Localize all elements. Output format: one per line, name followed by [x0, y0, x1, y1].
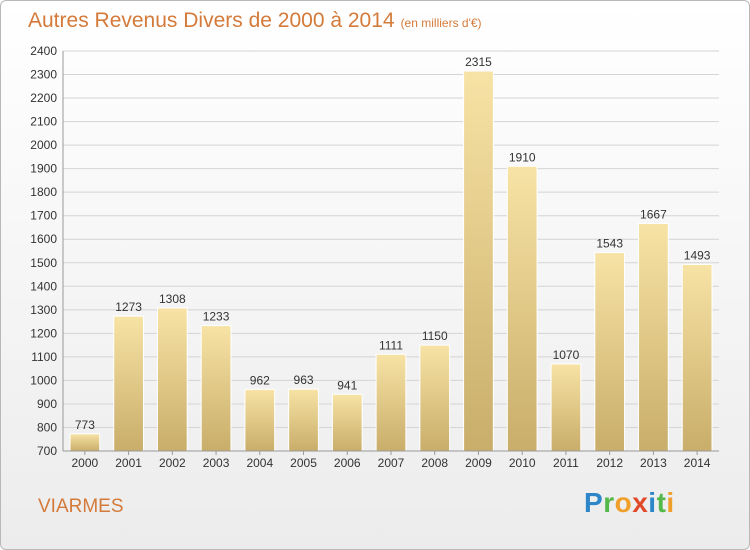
bar-2009 [463, 70, 494, 452]
bar-2005 [288, 388, 319, 452]
x-tick-label: 2000 [72, 456, 99, 470]
data-label-2001: 1273 [115, 300, 142, 314]
y-tick-label: 800 [37, 420, 57, 434]
data-label-2004: 962 [250, 373, 270, 387]
y-tick-label: 2300 [30, 68, 57, 82]
y-tick-label: 2000 [30, 138, 57, 152]
data-label-2002: 1308 [159, 292, 186, 306]
logo-letter: P [584, 487, 604, 518]
logo-letter: r [603, 487, 615, 518]
axes: 700 800 900 1000 1100 1200 1300 1400 1500 1600 170… [30, 44, 719, 470]
bar-2010 [506, 165, 538, 452]
data-label-2014: 1493 [684, 248, 711, 262]
logo-letter: o [614, 487, 633, 518]
chart-title: Autres Revenus Divers de 2000 à 2014 (en … [28, 9, 482, 33]
x-tick-label: 2008 [421, 456, 448, 470]
y-tick-label: 1200 [30, 326, 57, 340]
bar-2007 [375, 353, 407, 452]
y-tick-label: 1900 [30, 162, 57, 176]
data-label-2003: 1233 [203, 310, 230, 324]
x-tick-label: 2007 [378, 456, 405, 470]
bar-2000 [69, 433, 101, 452]
y-tick-label: 1500 [30, 256, 57, 270]
y-tick-label: 1600 [30, 232, 57, 246]
data-label-2009: 2315 [465, 55, 492, 69]
location-label: VIARMES [38, 496, 124, 517]
y-tick-label: 1700 [30, 209, 57, 223]
bar-2002 [156, 307, 188, 452]
x-tick-label: 2001 [115, 456, 142, 470]
logo-letter: t [656, 487, 667, 518]
x-tick-label: 2010 [509, 456, 536, 470]
data-label-2007: 1111 [379, 338, 403, 352]
logo-letter: i [666, 487, 675, 518]
x-tick-label: 2013 [640, 456, 667, 470]
y-tick-label: 1800 [30, 185, 57, 199]
x-tick-label: 2009 [465, 456, 492, 470]
data-label-2005: 963 [294, 373, 314, 387]
proxiti-logo: Proxiti [584, 487, 675, 519]
data-label-2013: 1667 [640, 207, 667, 221]
data-label-2006: 941 [337, 378, 357, 392]
y-tick-label: 900 [37, 397, 57, 411]
y-tick-label: 1000 [30, 373, 57, 387]
data-label-2012: 1543 [596, 237, 623, 251]
bar-2003 [200, 325, 232, 452]
logo-letter: x [632, 487, 649, 518]
y-tick-label: 1400 [30, 279, 57, 293]
data-label-2008: 1150 [422, 329, 448, 343]
bar-2006 [331, 393, 363, 452]
bar-2001 [113, 315, 144, 452]
x-tick-label: 2004 [246, 456, 273, 470]
bars: 773 1273 1308 1233 962 963 941 1111 1150 2315 1910… [69, 55, 713, 452]
data-label-2011: 1070 [553, 348, 580, 362]
bar-2011 [550, 363, 582, 452]
y-tick-label: 2200 [30, 91, 57, 105]
y-tick-label: 2100 [30, 115, 57, 129]
bar-2008 [419, 344, 451, 452]
x-tick-label: 2006 [334, 456, 361, 470]
y-tick-label: 700 [37, 444, 57, 458]
x-tick-label: 2014 [684, 456, 711, 470]
y-tick-label: 1100 [31, 350, 57, 364]
bar-2014 [681, 263, 713, 452]
chart-title-text: Autres Revenus Divers de 2000 à 2014 [28, 9, 395, 32]
bar-2013 [638, 222, 669, 452]
y-tick-label: 2400 [30, 44, 57, 58]
bar-2012 [594, 252, 626, 452]
x-tick-label: 2012 [596, 456, 623, 470]
logo-letter: i [648, 487, 657, 518]
data-label-2010: 1910 [509, 150, 536, 164]
x-tick-label: 2011 [553, 456, 579, 470]
x-tick-label: 2003 [203, 456, 230, 470]
bar-2004 [244, 388, 276, 452]
data-label-2000: 773 [75, 418, 95, 432]
chart-subtitle: (en milliers d'€) [400, 16, 482, 30]
x-tick-label: 2002 [159, 456, 186, 470]
x-tick-label: 2005 [290, 456, 317, 470]
y-tick-label: 1300 [30, 303, 57, 317]
